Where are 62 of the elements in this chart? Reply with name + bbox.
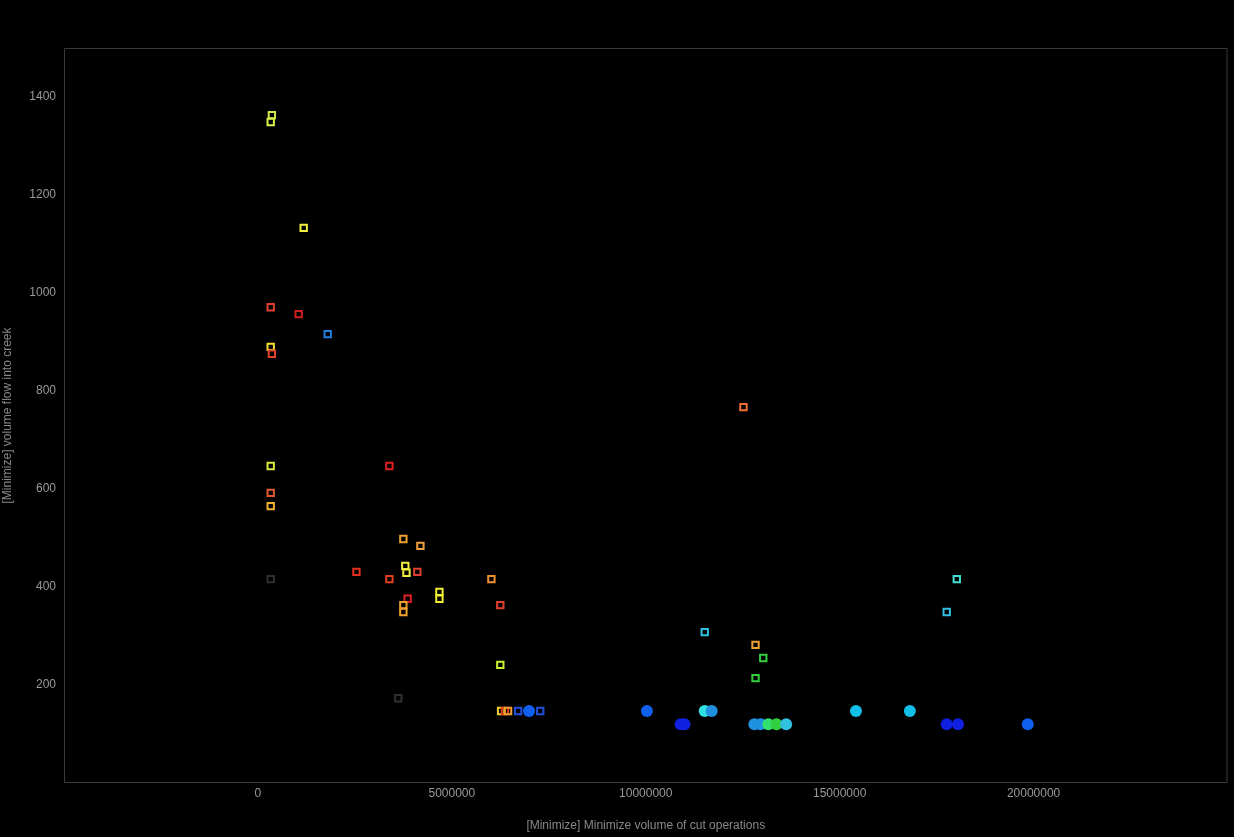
y-tick-label: 1000: [29, 285, 57, 300]
point: [751, 640, 760, 649]
point: [496, 706, 506, 716]
x-axis-title: [Minimize] Minimize volume of cut operations: [526, 818, 766, 833]
x-tick-label: 5000000: [428, 785, 476, 800]
point: [751, 673, 760, 683]
y-tick-label: 800: [35, 383, 57, 398]
point: [523, 704, 536, 717]
point: [496, 600, 505, 610]
point: [849, 704, 862, 717]
point: [266, 461, 275, 471]
point: [399, 607, 408, 617]
point: [294, 309, 303, 319]
x-tick-label: 0: [254, 785, 262, 800]
point: [299, 223, 308, 233]
point: [700, 627, 709, 637]
point: [487, 574, 496, 584]
point: [323, 329, 332, 339]
point: [536, 706, 545, 716]
point: [942, 607, 951, 617]
point: [402, 568, 411, 577]
x-tick-label: 15000000: [812, 785, 867, 800]
point: [266, 488, 275, 498]
point: [267, 349, 277, 358]
x-tick-label: 10000000: [619, 785, 673, 800]
point: [385, 461, 394, 471]
point: [940, 718, 953, 731]
point: [266, 342, 275, 352]
point: [266, 303, 275, 312]
point: [640, 704, 653, 717]
y-tick-label: 400: [35, 579, 57, 594]
point: [951, 718, 964, 731]
y-tick-label: 600: [35, 481, 57, 496]
point: [403, 594, 412, 603]
y-tick-label: 1200: [29, 187, 57, 202]
point: [401, 561, 410, 571]
y-axis-title: [Minimize] volume flow into creek: [0, 326, 14, 504]
point: [399, 600, 408, 610]
point: [435, 587, 444, 597]
point: [952, 574, 961, 584]
y-tick-label: 1400: [29, 89, 57, 104]
point: [780, 718, 793, 731]
point: [413, 567, 422, 576]
point: [266, 501, 275, 511]
point: [496, 660, 505, 670]
point: [266, 574, 275, 584]
point: [513, 706, 523, 716]
point: [1021, 718, 1034, 731]
point: [394, 694, 403, 703]
point: [416, 541, 425, 551]
point: [267, 110, 277, 120]
point: [759, 653, 768, 663]
point: [903, 704, 916, 717]
point: [705, 704, 718, 717]
point: [399, 534, 408, 544]
point: [385, 574, 394, 584]
point: [435, 594, 444, 603]
point: [266, 117, 275, 127]
point: [352, 567, 361, 576]
y-tick-label: 200: [35, 677, 57, 692]
point: [739, 402, 748, 412]
x-tick-label: 20000000: [1006, 785, 1061, 800]
